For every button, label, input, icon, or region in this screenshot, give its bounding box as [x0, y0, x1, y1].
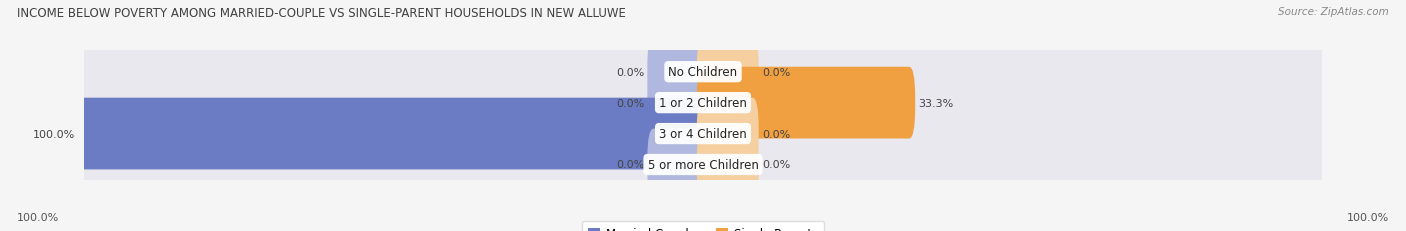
Text: Source: ZipAtlas.com: Source: ZipAtlas.com: [1278, 7, 1389, 17]
Text: 100.0%: 100.0%: [32, 129, 75, 139]
FancyBboxPatch shape: [697, 37, 759, 108]
Legend: Married Couples, Single Parents: Married Couples, Single Parents: [582, 221, 824, 231]
Text: 100.0%: 100.0%: [1347, 212, 1389, 222]
Text: 0.0%: 0.0%: [762, 129, 790, 139]
Text: 0.0%: 0.0%: [762, 160, 790, 170]
FancyBboxPatch shape: [647, 67, 709, 139]
Text: 1 or 2 Children: 1 or 2 Children: [659, 97, 747, 110]
FancyBboxPatch shape: [697, 67, 915, 139]
FancyBboxPatch shape: [647, 129, 709, 201]
FancyBboxPatch shape: [82, 80, 1324, 188]
FancyBboxPatch shape: [697, 98, 759, 170]
Text: 3 or 4 Children: 3 or 4 Children: [659, 128, 747, 140]
FancyBboxPatch shape: [647, 37, 709, 108]
FancyBboxPatch shape: [697, 129, 759, 201]
Text: 5 or more Children: 5 or more Children: [648, 158, 758, 171]
Text: 33.3%: 33.3%: [918, 98, 953, 108]
Text: 0.0%: 0.0%: [616, 98, 644, 108]
Text: 0.0%: 0.0%: [616, 160, 644, 170]
FancyBboxPatch shape: [79, 98, 709, 170]
Text: 100.0%: 100.0%: [17, 212, 59, 222]
FancyBboxPatch shape: [82, 19, 1324, 126]
Text: 0.0%: 0.0%: [616, 67, 644, 77]
Text: 0.0%: 0.0%: [762, 67, 790, 77]
Text: INCOME BELOW POVERTY AMONG MARRIED-COUPLE VS SINGLE-PARENT HOUSEHOLDS IN NEW ALL: INCOME BELOW POVERTY AMONG MARRIED-COUPL…: [17, 7, 626, 20]
Text: No Children: No Children: [668, 66, 738, 79]
FancyBboxPatch shape: [82, 111, 1324, 218]
FancyBboxPatch shape: [82, 50, 1324, 157]
